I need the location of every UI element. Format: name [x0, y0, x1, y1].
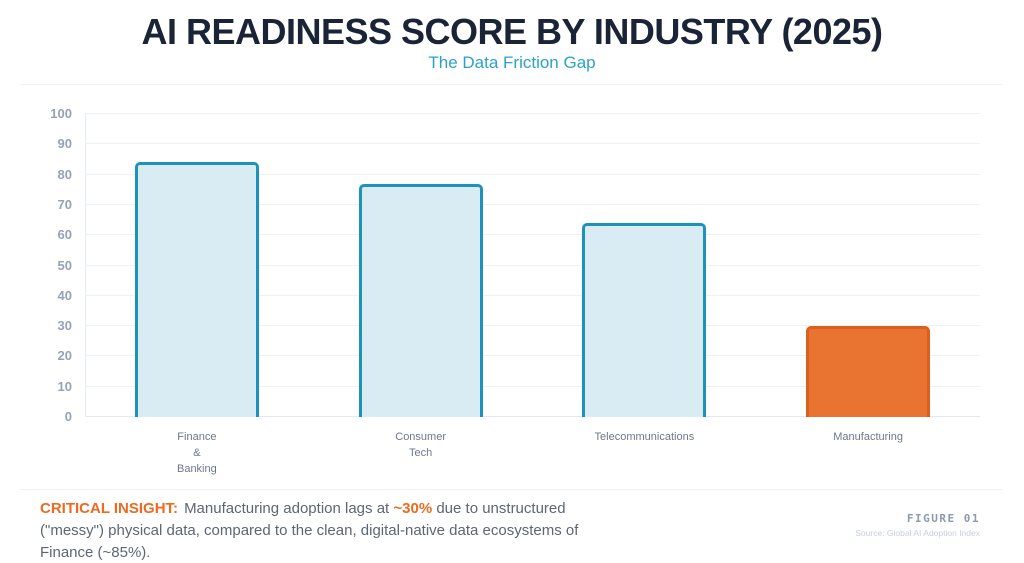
bars: [85, 114, 980, 417]
y-tick-label-60: 60: [57, 227, 72, 243]
x-axis-label-finance-banking: Finance & Banking: [176, 431, 217, 475]
gridline-80: [85, 173, 980, 175]
bar-consumer-tech: [358, 183, 483, 417]
bar-slot-manufacturing: [756, 114, 980, 417]
bar-slot-finance-banking: [85, 114, 309, 417]
y-tick-label-20: 20: [57, 348, 72, 364]
y-tick-label-0: 0: [64, 409, 72, 424]
gridline-20: [85, 355, 980, 357]
x-axis-label-consumer-tech: Consumer Tech: [395, 431, 446, 459]
y-tick-label-50: 50: [57, 257, 72, 273]
bar-slot-telecommunications: [533, 114, 757, 417]
y-axis-labels: 0 10 20 30 40 50 60 70 80 90 100: [36, 106, 72, 424]
chart-title: AI READINESS SCORE BY INDUSTRY (2025): [141, 11, 883, 52]
y-tick-label-80: 80: [57, 166, 72, 182]
y-tick-label-70: 70: [57, 196, 72, 212]
gridline-50: [85, 264, 980, 266]
x-axis-label-telecommunications: Telecommunications: [594, 431, 695, 443]
insight-text: CRITICAL INSIGHT: Manufacturing adoption …: [40, 498, 585, 563]
figure-label: FIGURE 01: [906, 512, 980, 525]
insight-highlight: ~30%: [393, 500, 433, 517]
gridline-30: [85, 325, 980, 327]
insight-text-after: due to unstructured ("messy") physical d…: [40, 500, 579, 561]
header-divider: [20, 84, 1002, 85]
plot-area: [85, 113, 980, 417]
bar-telecommunications: [582, 223, 707, 417]
y-tick-label-30: 30: [57, 318, 72, 334]
gridline-10: [85, 385, 980, 387]
footer-divider: [20, 489, 1002, 490]
bar-slot-consumer-tech: [309, 114, 533, 417]
y-tick-label-40: 40: [57, 287, 72, 303]
bar-finance-banking: [134, 162, 259, 417]
x-axis-label-manufacturing: Manufacturing: [833, 431, 903, 443]
chart-subtitle: The Data Friction Gap: [428, 53, 596, 72]
gridline-0: [85, 416, 980, 417]
gridline-60: [85, 234, 980, 236]
bar-manufacturing: [806, 326, 931, 417]
y-tick-label-10: 10: [57, 378, 72, 394]
y-tick-label-90: 90: [57, 136, 72, 152]
gridline-70: [85, 203, 980, 205]
figure-source: Source: Global AI Adoption Index: [855, 528, 980, 538]
x-axis-labels: Finance & Banking Consumer Tech Telecommunica…: [85, 430, 980, 478]
gridline-100: [85, 113, 980, 114]
insight-text-before: Manufacturing adoption lags at: [184, 500, 394, 517]
insight-label: CRITICAL INSIGHT:: [40, 500, 179, 517]
gridline-90: [85, 143, 980, 145]
y-tick-label-100: 100: [50, 106, 72, 121]
gridline-40: [85, 294, 980, 296]
figure-block: FIGURE 01 Source: Global AI Adoption Ind…: [855, 512, 980, 538]
